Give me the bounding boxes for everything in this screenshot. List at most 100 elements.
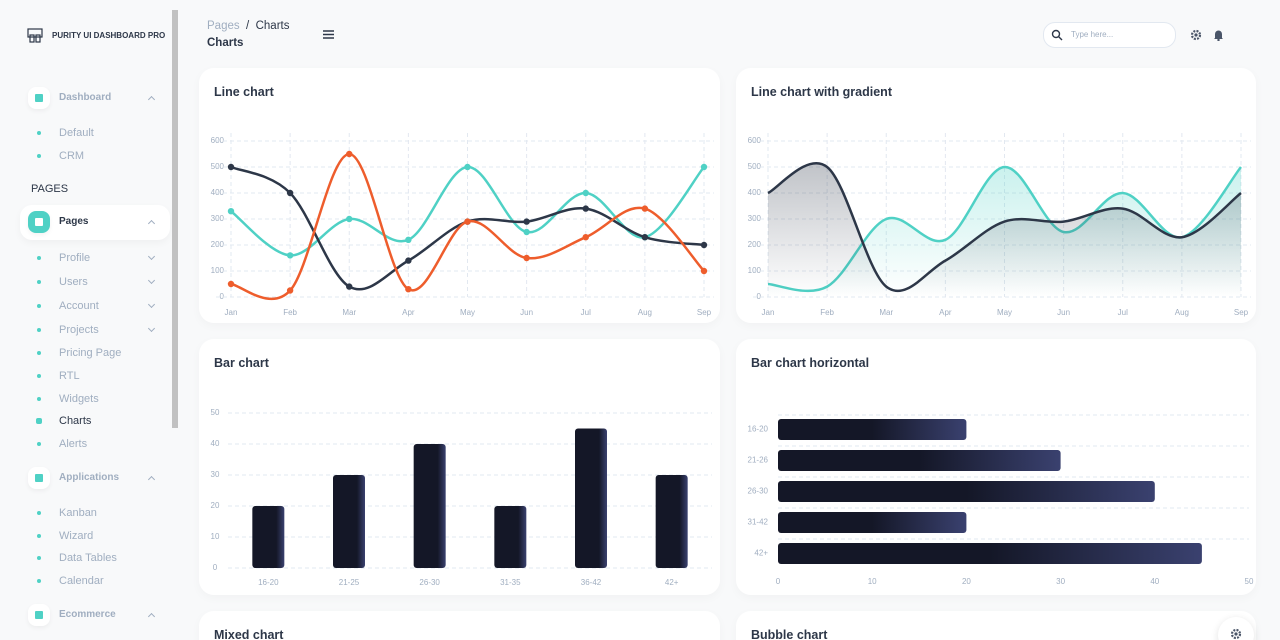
item-chevron [147,276,156,285]
group-icon [28,211,50,233]
point [700,163,708,171]
x-tick-label: Feb [283,308,297,317]
group-label[interactable]: Applications [59,472,120,483]
chart: 0 10 20 30 40 50 16-20 21-25 26-30 31-35 36-42 42+ [211,408,712,587]
menu-item[interactable]: RTL [59,370,80,382]
item-dot [37,397,41,401]
point [464,163,471,171]
x-tick-label: May [460,308,475,317]
bar [778,481,1155,502]
x-tick-label: Jun [520,308,533,317]
menu-item[interactable]: Projects [59,324,99,336]
item-chevron [147,252,156,261]
area [768,163,1241,297]
group-label[interactable]: Ecommerce [59,609,116,620]
item-dot [37,328,41,332]
x-tick-label: 21-25 [339,578,360,587]
point [405,257,412,264]
x-tick-label: Sep [1234,308,1249,317]
point [346,283,353,290]
x-tick-label: 36-42 [581,578,602,587]
menu-item[interactable]: Profile [59,252,91,264]
card-title: Line chart with gradient [751,85,892,99]
breadcrumb: Pages / Charts [207,20,289,32]
item-dot [37,556,41,560]
point [464,218,471,225]
menu-item[interactable]: Calendar [59,575,104,587]
card: Bar chart horizontal 0 10 20 30 40 50 16-20 21-2… [736,339,1256,595]
group-icon [28,604,50,626]
group-label[interactable]: Dashboard [59,92,112,103]
point [523,218,530,225]
x-tick-label: Apr [939,308,952,317]
group-icon [28,467,50,489]
menu-item[interactable]: Default [59,127,94,139]
bar [333,475,365,568]
x-tick-label: Sep [697,308,712,317]
settings-fab-icon [1230,628,1242,640]
menu-item[interactable]: Users [59,276,88,288]
page-title: Charts [207,37,244,49]
brand-logo [27,28,43,43]
bar [575,428,607,568]
settings-icon[interactable] [1190,29,1202,41]
brand: PURITY UI DASHBOARD PRO [52,31,166,40]
settings-fab[interactable] [1218,617,1254,640]
card: Line chart 0 100 200 300 400 500 600 Jan Feb Mar Ap… [199,68,720,323]
menu-item[interactable]: Pricing Page [59,347,122,359]
menu-item[interactable]: Alerts [59,438,88,450]
menu-item[interactable]: Data Tables [59,552,117,564]
chart [199,611,720,640]
menu-item[interactable]: Charts [59,415,92,427]
x-tick-label: 26-30 [419,578,440,587]
notifications-icon[interactable] [1213,29,1224,41]
breadcrumb-item: Charts [255,20,290,32]
x-tick-label: 30 [1056,577,1065,586]
item-dot [37,579,41,583]
x-tick-label: May [997,308,1012,317]
menu-item[interactable]: Widgets [59,393,99,405]
bar [655,475,688,568]
breadcrumb-item[interactable]: Pages [207,20,240,32]
x-tick-label: 0 [776,577,781,586]
menu-item[interactable]: Kanban [59,507,97,519]
card: Mixed chart [199,611,720,640]
point [227,280,235,288]
point [346,215,353,223]
sidebar: PURITY UI DASHBOARD PRO Dashboard Default… [0,0,172,640]
x-tick-label: Apr [402,308,415,317]
item-dot [37,534,41,538]
section-heading: PAGES [31,183,69,195]
point [286,252,294,259]
line [230,152,705,300]
y-tick-label: 10 [211,532,220,541]
point [641,205,649,212]
menu-item[interactable]: CRM [59,150,85,162]
group-chevron [147,475,156,484]
group-label[interactable]: Pages [59,216,89,227]
item-dot [37,374,41,378]
bar [494,506,527,568]
menu-item[interactable]: Account [59,300,99,312]
x-tick-label: 50 [1245,577,1254,586]
x-tick-label: Aug [638,308,652,317]
point [641,234,649,241]
card-title: Bar chart horizontal [751,356,870,370]
search-box[interactable]: Type here... [1043,22,1176,48]
line [230,165,705,291]
item-dot [37,304,41,308]
x-tick-label: 20 [962,577,971,586]
y-tick-label: 0 [757,292,762,301]
search-icon [1051,29,1063,41]
menu-button[interactable] [322,29,335,40]
x-tick-label: Mar [879,308,893,317]
x-tick-label: Mar [342,308,356,317]
card-title: Bubble chart [751,628,828,640]
x-tick-label: Jun [1057,308,1070,317]
menu-item[interactable]: Wizard [59,530,94,542]
y-tick-label: 0 [220,292,225,301]
point [286,189,294,197]
point [523,228,530,236]
